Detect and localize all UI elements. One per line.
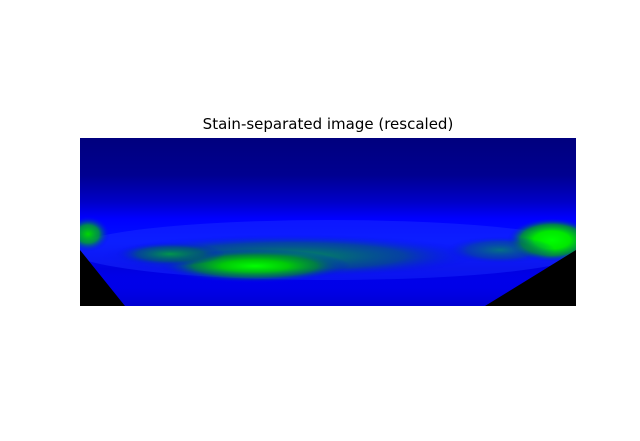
stain-separated-image — [80, 138, 576, 306]
green-blob-left-edge — [80, 216, 110, 252]
green-blob-mid-left — [115, 242, 225, 266]
stain-image-svg — [80, 138, 576, 306]
black-corner-left — [80, 250, 125, 306]
black-corner-right — [485, 250, 576, 306]
lower-shading — [80, 268, 576, 306]
image-title: Stain-separated image (rescaled) — [202, 115, 454, 133]
green-band-right — [445, 236, 555, 264]
